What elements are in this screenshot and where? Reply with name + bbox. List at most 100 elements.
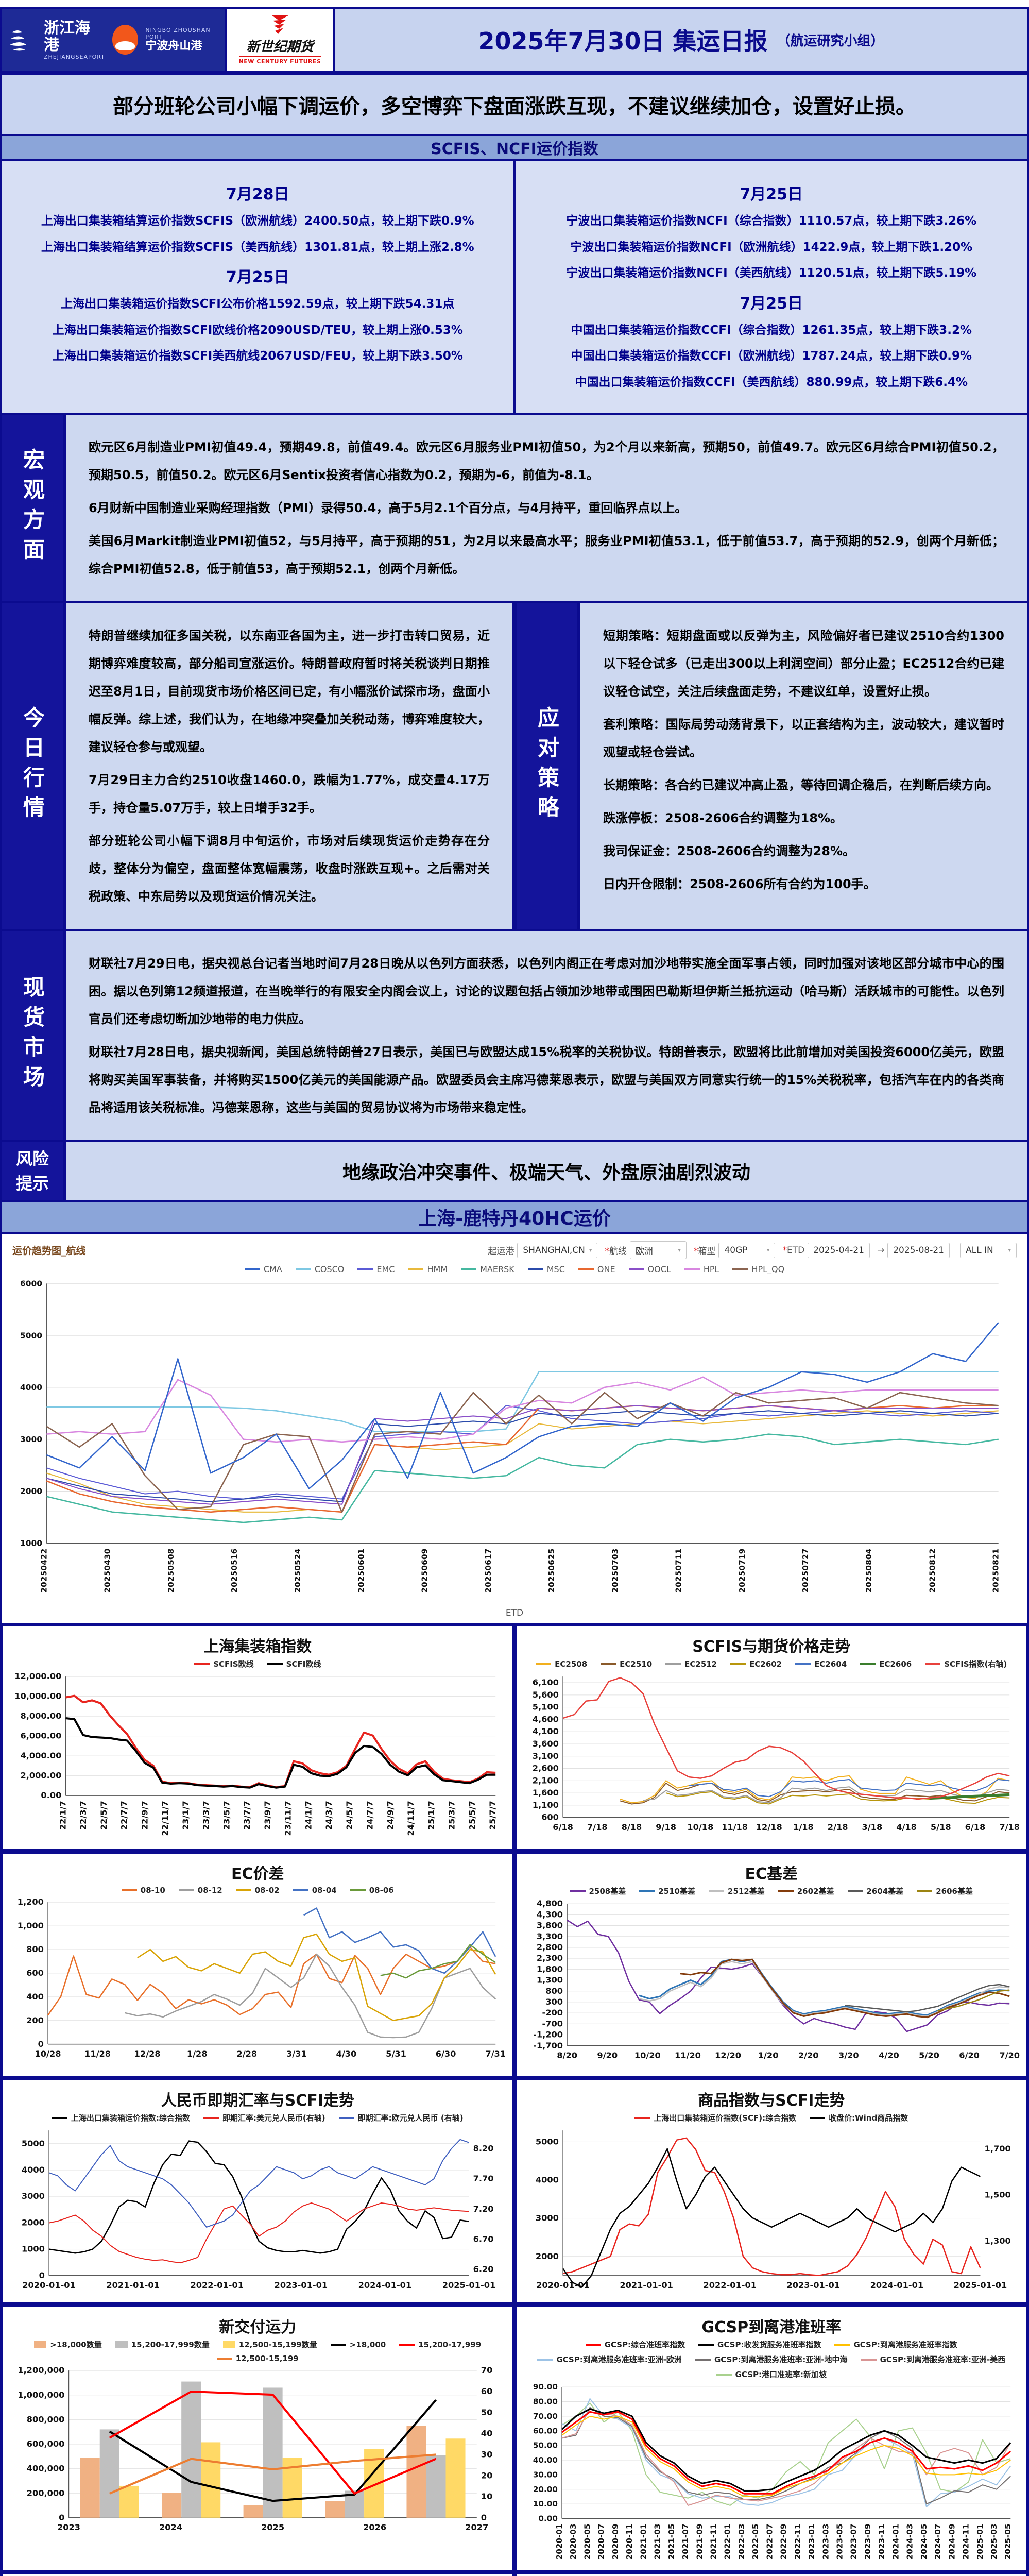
legend-swatch bbox=[601, 1663, 616, 1665]
svg-text:1,000,000: 1,000,000 bbox=[18, 2390, 64, 2400]
svg-text:20250601: 20250601 bbox=[356, 1549, 366, 1593]
svg-text:23/11/7: 23/11/7 bbox=[283, 1801, 293, 1836]
svg-text:6000: 6000 bbox=[20, 1279, 42, 1289]
filter-value-box[interactable]: 40GP ▾ bbox=[718, 1242, 776, 1258]
legend-item: 08-02 bbox=[235, 1886, 280, 1895]
svg-text:2020-01-01: 2020-01-01 bbox=[536, 2280, 590, 2290]
macro-label: 宏观方面 bbox=[2, 415, 63, 601]
filter-value-box[interactable]: 欧洲 ▾ bbox=[629, 1241, 687, 1259]
legend-item: 2602基差 bbox=[778, 1886, 834, 1896]
svg-text:22/5/7: 22/5/7 bbox=[99, 1801, 109, 1830]
paragraph: 美国6月Markit制造业PMI初值52，与5月持平，高于预期的51，为2月以来… bbox=[89, 534, 1004, 576]
svg-text:2022-09: 2022-09 bbox=[779, 2524, 788, 2560]
svg-text:20250625: 20250625 bbox=[547, 1549, 556, 1593]
filter-value-box[interactable]: 2025-08-21 bbox=[887, 1242, 950, 1258]
svg-text:2021-03: 2021-03 bbox=[653, 2524, 662, 2560]
legend-swatch bbox=[847, 1890, 863, 1892]
legend-item: GCSP:到离港服务准班率指数 bbox=[834, 2339, 957, 2350]
svg-text:2021-01-01: 2021-01-01 bbox=[620, 2280, 673, 2290]
svg-text:20.00: 20.00 bbox=[533, 2485, 557, 2494]
chart-cell-rmb-scfi: 人民币即期汇率与SCFI走势 上海出口集装箱运价指数:综合指数 即期汇率:美元兑人… bbox=[2, 2079, 513, 2304]
commodity-scfi-chart: 2000 3000 4000 5000 1,300 1,500 1,700 2020-01-0… bbox=[535, 2130, 1010, 2290]
legend-swatch bbox=[634, 2116, 650, 2119]
legend-swatch bbox=[684, 1268, 700, 1270]
filter-value: 40GP bbox=[724, 1245, 748, 1256]
legend-swatch bbox=[536, 1663, 552, 1665]
svg-text:2,100: 2,100 bbox=[532, 1776, 558, 1786]
paragraph: 短期策略：短期盘面或以反弹为主，风险偏好者已建议2510合约1300以下轻仓试多… bbox=[603, 629, 1004, 699]
filter-value-box[interactable]: ALL IN ▾ bbox=[960, 1242, 1017, 1258]
legend-swatch bbox=[695, 2358, 711, 2361]
legend-swatch bbox=[665, 1663, 681, 1665]
svg-text:6/18: 6/18 bbox=[553, 1822, 573, 1832]
svg-text:200: 200 bbox=[26, 2015, 44, 2025]
chart-legend: 上海出口集装箱运价指数:综合指数 即期汇率:美元兑人民币(右轴) 即期汇率:欧元兑人… bbox=[7, 2111, 508, 2124]
legend-label: 12,500-15,199数量 bbox=[238, 2340, 317, 2350]
svg-text:2,800: 2,800 bbox=[536, 1942, 562, 1952]
legend-swatch bbox=[810, 2116, 826, 2119]
legend-label: 2602基差 bbox=[797, 1886, 834, 1896]
chart-cell-commodity-scfi: 商品指数与SCFI走势 上海出口集装箱运价指数(SCF):综合指数 收盘价:Win… bbox=[516, 2079, 1027, 2304]
strategy-half: 应对策略 短期策略：短期盘面或以反弹为主，风险偏好者已建议2510合约1300以… bbox=[512, 603, 1027, 929]
svg-text:2021-09: 2021-09 bbox=[695, 2524, 704, 2560]
legend-label: GCSP:到离港服务准班率:亚洲-地中海 bbox=[714, 2355, 848, 2365]
legend-item: SCFI欧线 bbox=[267, 1658, 321, 1669]
index-date: 7月25日 bbox=[740, 185, 803, 204]
legend-label: GCSP:到离港服务准班率指数 bbox=[853, 2340, 957, 2350]
today-strategy-section: 今日行情 特朗普继续加征多国关税，以东南亚各国为主，进一步打击转口贸易，近期博弈… bbox=[0, 603, 1029, 931]
legend-label: GCSP:到离港服务准班率:亚洲-美西 bbox=[880, 2355, 1006, 2365]
legend-swatch bbox=[115, 2341, 128, 2348]
svg-text:2021-01: 2021-01 bbox=[639, 2524, 648, 2560]
svg-text:4,000.00: 4,000.00 bbox=[20, 1751, 61, 1760]
filter-value-box[interactable]: SHANGHAI,CN ▾ bbox=[517, 1242, 598, 1258]
ec-spread-chart: 0 200 400 600 800 1,000 1,200 10/28 11/28 12/28 1/… bbox=[18, 1897, 506, 2059]
legend-item: HMM bbox=[408, 1264, 448, 1274]
required-asterisk: * bbox=[693, 1246, 698, 1257]
filter-value: 2025-08-21 bbox=[893, 1245, 944, 1256]
svg-text:2025-05: 2025-05 bbox=[1003, 2524, 1013, 2560]
legend-item: EC2508 bbox=[536, 1659, 587, 1669]
legend-swatch bbox=[399, 2343, 415, 2346]
svg-text:800: 800 bbox=[26, 1944, 44, 1954]
legend-label: 上海出口集装箱运价指数(SCF):综合指数 bbox=[654, 2113, 797, 2123]
legend-label: 08-10 bbox=[140, 1885, 165, 1895]
svg-text:3,800: 3,800 bbox=[536, 1920, 562, 1930]
index-line: 中国出口集装箱运价指数CCFI（美西航线）880.99点，较上期下跌6.4% bbox=[575, 375, 968, 389]
svg-text:2023: 2023 bbox=[57, 2523, 80, 2533]
legend-item: CMA bbox=[244, 1264, 282, 1274]
legend-swatch bbox=[330, 2343, 346, 2346]
svg-text:6/30: 6/30 bbox=[436, 2049, 456, 2059]
chart-title: 上海集装箱指数 bbox=[203, 1638, 312, 1656]
svg-text:12,000.00: 12,000.00 bbox=[14, 1671, 61, 1681]
legend-item: 即期汇率:美元兑人民币(右轴) bbox=[203, 2112, 325, 2123]
legend-swatch bbox=[585, 2343, 601, 2346]
svg-text:20250524: 20250524 bbox=[293, 1548, 302, 1592]
svg-text:11/28: 11/28 bbox=[84, 2049, 111, 2059]
freight-trend-panel: 运价趋势图_航线 起运港 SHANGHAI,CN ▾ *航线 欧洲 ▾ *箱型 40GP ▾ *E… bbox=[0, 1234, 1029, 1626]
legend-label: MSC bbox=[546, 1264, 565, 1274]
chart-title: 新交付运力 bbox=[219, 2318, 297, 2337]
svg-text:2020-01: 2020-01 bbox=[555, 2524, 564, 2560]
legend-label: 15,200-17,999数量 bbox=[131, 2340, 210, 2350]
svg-text:1,000: 1,000 bbox=[18, 1921, 44, 1930]
svg-text:2024-07: 2024-07 bbox=[933, 2524, 942, 2560]
legend-label: ONE bbox=[597, 1264, 615, 1274]
svg-text:20250804: 20250804 bbox=[864, 1548, 873, 1592]
legend-label: HMM bbox=[427, 1264, 448, 1274]
svg-text:3000: 3000 bbox=[535, 2213, 558, 2223]
legend-label: GCSP:港口准班率:新加坡 bbox=[735, 2370, 827, 2380]
svg-text:22/9/7: 22/9/7 bbox=[140, 1801, 149, 1830]
svg-text:25/7/7: 25/7/7 bbox=[488, 1801, 498, 1830]
svg-text:2024-11: 2024-11 bbox=[961, 2524, 970, 2560]
filter-value-box[interactable]: 2025-04-21 bbox=[808, 1242, 870, 1258]
svg-text:2000: 2000 bbox=[22, 2217, 45, 2227]
svg-text:0: 0 bbox=[38, 2039, 44, 2048]
legend-swatch bbox=[578, 1268, 594, 1270]
svg-text:40.00: 40.00 bbox=[533, 2456, 557, 2465]
svg-text:70.00: 70.00 bbox=[533, 2412, 557, 2421]
svg-text:0: 0 bbox=[59, 2513, 64, 2522]
ningbo-zhoushan-port-text: NINGBO ZHOUSHAN PORT 宁波舟山港 bbox=[145, 27, 219, 53]
required-asterisk: * bbox=[782, 1245, 787, 1256]
svg-text:90.00: 90.00 bbox=[533, 2383, 557, 2392]
chart-legend: EC2508 EC2510 EC2512 EC2602 EC2604 EC2606 SCFI… bbox=[521, 1657, 1022, 1670]
